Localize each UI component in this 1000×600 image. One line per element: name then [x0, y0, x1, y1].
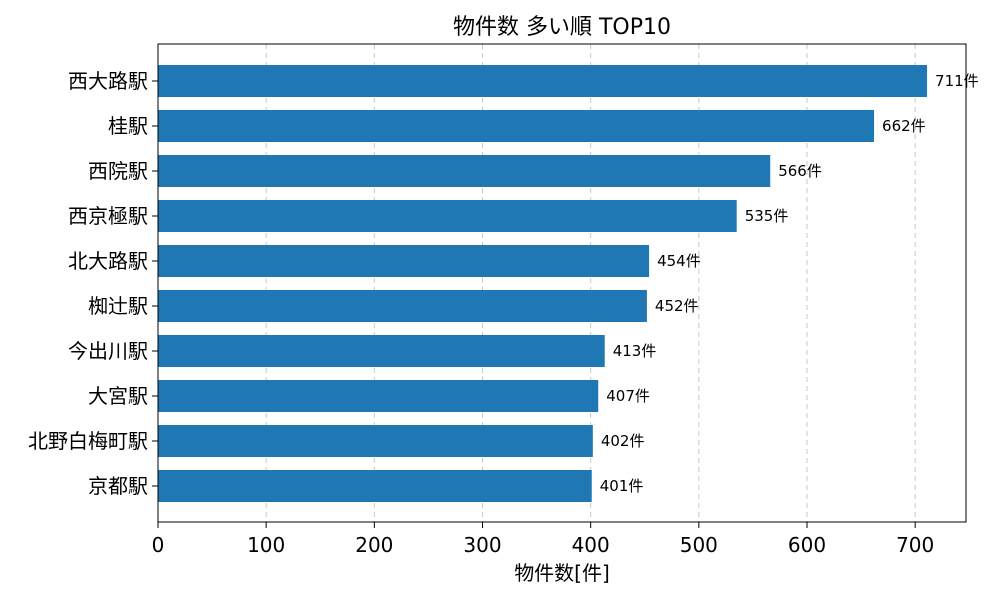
data-label: 407件	[606, 387, 650, 405]
data-label: 402件	[601, 432, 645, 450]
x-tick-label: 100	[247, 533, 285, 557]
bar	[158, 470, 592, 502]
y-tick-label: 西京極駅	[68, 204, 148, 228]
plot-frame	[157, 43, 967, 523]
y-tick-label: 椥辻駅	[88, 294, 148, 318]
bar	[158, 290, 647, 322]
y-tick-label: 北野白梅町駅	[28, 429, 148, 453]
data-label: 452件	[655, 297, 699, 315]
y-tick-label: 西大路駅	[68, 69, 148, 93]
data-label-layer: 711件 662件 566件 535件 454件 452件 413件 407件 402件 401件	[600, 72, 979, 495]
y-tick-label: 京都駅	[88, 474, 148, 498]
y-tick-label: 西院駅	[88, 159, 148, 183]
bar	[158, 245, 650, 277]
data-label: 535件	[745, 207, 789, 225]
x-tick-layer: 0 100 200 300 400 500 600 700	[152, 522, 934, 557]
x-axis-label: 物件数[件]	[514, 561, 610, 585]
chart-title: 物件数 多い順 TOP10	[453, 15, 671, 40]
bar	[158, 155, 771, 187]
y-tick-label: 北大路駅	[68, 249, 148, 273]
data-label: 401件	[600, 477, 644, 495]
x-tick-label: 300	[463, 533, 501, 557]
data-label: 454件	[657, 252, 701, 270]
y-tick-label: 大宮駅	[88, 384, 148, 408]
x-tick-label: 200	[355, 533, 393, 557]
x-tick-label: 700	[896, 533, 934, 557]
y-tick-label: 今出川駅	[68, 339, 148, 363]
bar	[158, 380, 599, 412]
bar	[158, 335, 605, 367]
data-label: 662件	[882, 117, 926, 135]
x-tick-label: 0	[152, 533, 165, 557]
data-label: 566件	[778, 162, 822, 180]
bar	[158, 110, 875, 142]
x-tick-label: 500	[680, 533, 718, 557]
bar	[158, 425, 593, 457]
x-tick-label: 400	[572, 533, 610, 557]
data-label: 413件	[613, 342, 657, 360]
data-label: 711件	[935, 72, 979, 90]
y-tick-label: 桂駅	[108, 114, 148, 138]
x-tick-label: 600	[788, 533, 826, 557]
bar-layer	[158, 65, 928, 502]
bar	[158, 200, 737, 232]
bar	[158, 65, 928, 97]
